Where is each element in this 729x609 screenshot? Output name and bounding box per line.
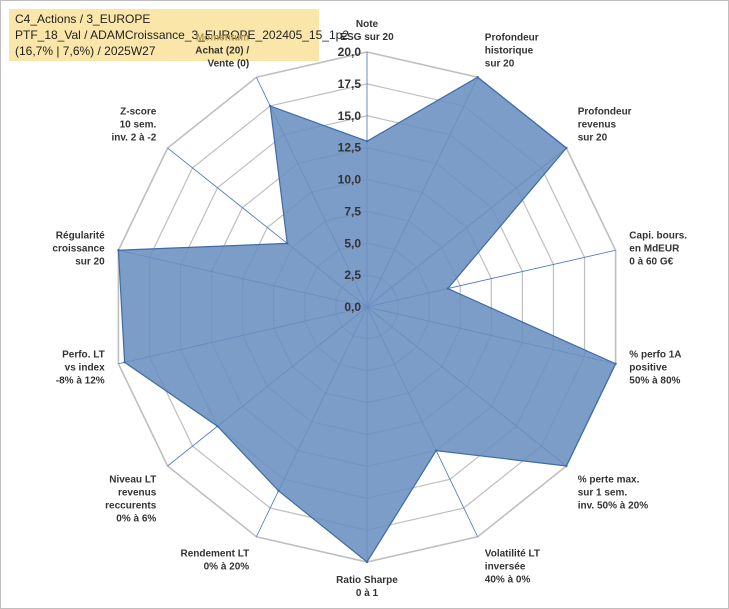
radar-series: [117, 76, 617, 564]
axis-label-group: Régularité croissance sur 20: [52, 231, 105, 268]
axis-label: vs index: [65, 362, 105, 373]
axis-label: Perfo. LT: [62, 349, 105, 360]
axis-label: sur 20: [75, 257, 105, 268]
data-point: [565, 464, 568, 468]
axis-label: sur 20: [578, 133, 608, 144]
data-point: [123, 361, 126, 364]
data-point: [216, 425, 219, 428]
header-line-2: PTF_18_Val / ADAMCroissance_3_EUROPE_202…: [15, 28, 349, 42]
data-point: [565, 146, 568, 150]
axis-label: 50% à 80%: [629, 375, 680, 386]
axis-label-group: Profondeur revenus sur 20: [578, 107, 632, 144]
axis-label: sur 1 sem.: [578, 488, 628, 499]
axis-label: Volatilité LT: [485, 549, 540, 560]
axis-label: Profondeur: [578, 107, 632, 118]
axis-label: 10 sem.: [120, 120, 157, 131]
data-point: [268, 104, 272, 108]
axis-label: 0% à 6%: [116, 514, 156, 525]
axis-label: historique: [485, 45, 534, 56]
axis-label: Momentum: [196, 32, 249, 43]
axis-label: Z-score: [120, 107, 157, 118]
axis-label-group: Note ESG sur 20: [340, 19, 394, 43]
axis-label: % perfo 1A: [629, 349, 681, 360]
tick-label: 10,0: [338, 173, 362, 187]
data-point: [446, 287, 449, 290]
axis-label: Rendement LT: [180, 549, 249, 560]
tick-label: 5,0: [344, 236, 361, 250]
axis-label-group: Volatilité LT inversée 40% à 0%: [485, 549, 540, 586]
axis-label: 0 à 1: [356, 588, 379, 599]
axis-label: Vente (0): [208, 58, 250, 69]
data-point: [434, 449, 438, 452]
axis-label: 40% à 0%: [485, 575, 531, 586]
tick-label: 20,0: [338, 45, 362, 59]
axis-label: revenus: [578, 120, 617, 131]
axis-label: positive: [629, 362, 667, 373]
chart-header-box: C4_Actions / 3_EUROPE PTF_18_Val / ADAMC…: [9, 9, 349, 61]
axis-label: Régularité: [56, 231, 105, 242]
data-point: [614, 362, 617, 365]
axis-label-group: Z-score 10 sem. inv. 2 à -2: [111, 107, 156, 144]
data-point: [365, 560, 369, 564]
axis-label: Profondeur: [485, 32, 539, 43]
tick-label: 7,5: [344, 204, 361, 218]
tick-label: 15,0: [338, 109, 362, 123]
axis-label-group: Perfo. LT vs index -8% à 12%: [56, 349, 105, 386]
axis-label: Achat (20) /: [195, 45, 249, 56]
axis-label: croissance: [52, 244, 105, 255]
axis-label-group: Capi. bours. en MdEUR 0 à 60 G€: [629, 231, 687, 268]
axis-label: 0% à 20%: [204, 562, 250, 573]
axis-label-group: Niveau LT revenus reccurents 0% à 6%: [105, 475, 157, 525]
axis-label: Capi. bours.: [629, 231, 687, 242]
axis-label: Ratio Sharpe: [336, 575, 398, 586]
axis-label-group: % perte max. sur 1 sem. inv. 50% à 20%: [578, 475, 649, 512]
axis-label: en MdEUR: [629, 244, 680, 255]
tick-label: 2,5: [344, 268, 361, 282]
axis-label: sur 20: [485, 58, 515, 69]
axis-label-group: Momentum Achat (20) / Vente (0): [195, 32, 249, 69]
axis-labels: Note ESG sur 20 Profondeur historique sur 20…: [52, 19, 687, 599]
data-point: [117, 249, 120, 252]
axis-label: reccurents: [105, 501, 157, 512]
data-point: [476, 76, 479, 79]
tick-label: 0,0: [344, 300, 361, 314]
axis-label: revenus: [118, 488, 157, 499]
axis-label: Note: [356, 19, 379, 30]
data-point: [286, 242, 289, 245]
series-area: [117, 76, 617, 563]
data-point: [277, 489, 280, 492]
axis-label: inv. 2 à -2: [111, 133, 156, 144]
radial-tick-labels: 0,0 2,5 5,0 7,5 10,0 12,5 15,0 17,5 20,0: [338, 45, 362, 314]
axis-label: % perte max.: [578, 475, 640, 486]
axis-label: -8% à 12%: [56, 375, 105, 386]
axis-label-group: Profondeur historique sur 20: [485, 32, 539, 69]
tick-label: 12,5: [338, 141, 362, 155]
axis-label-group: Ratio Sharpe 0 à 1: [336, 575, 398, 599]
axis-label: Niveau LT: [109, 475, 156, 486]
axis-label: ESG sur 20: [340, 32, 394, 43]
axis-label-group: Rendement LT 0% à 20%: [180, 549, 249, 573]
tick-label: 17,5: [338, 77, 362, 91]
axis-label: inv. 50% à 20%: [578, 501, 649, 512]
axis-label: inversée: [485, 562, 526, 573]
axis-label-group: % perfo 1A positive 50% à 80%: [629, 349, 681, 386]
header-line-3: (16,7% | 7,6%) / 2025W27: [15, 44, 156, 58]
axis-label: 0 à 60 G€: [629, 257, 673, 268]
header-line-1: C4_Actions / 3_EUROPE: [15, 12, 151, 26]
data-point: [365, 140, 369, 143]
